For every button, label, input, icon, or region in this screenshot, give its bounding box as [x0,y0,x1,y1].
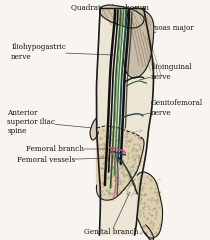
Text: Ilioinguinal
nerve: Ilioinguinal nerve [139,63,192,81]
Text: Genital branch: Genital branch [84,192,139,236]
Polygon shape [100,5,144,28]
Polygon shape [97,128,144,200]
Text: Genitofemoral
nerve: Genitofemoral nerve [141,99,203,117]
Polygon shape [123,8,153,78]
Text: Anterior
superior iliac
spine: Anterior superior iliac spine [7,109,93,135]
Polygon shape [90,118,98,140]
Polygon shape [144,225,153,240]
Text: Psoas major: Psoas major [144,24,194,35]
Text: Quadratus lumborum: Quadratus lumborum [71,3,148,11]
Polygon shape [137,172,163,238]
Text: Iliohypogastric
nerve: Iliohypogastric nerve [11,43,113,60]
Polygon shape [97,8,153,235]
Text: Femoral branch: Femoral branch [26,145,110,153]
Text: Femoral vessels: Femoral vessels [17,156,110,164]
